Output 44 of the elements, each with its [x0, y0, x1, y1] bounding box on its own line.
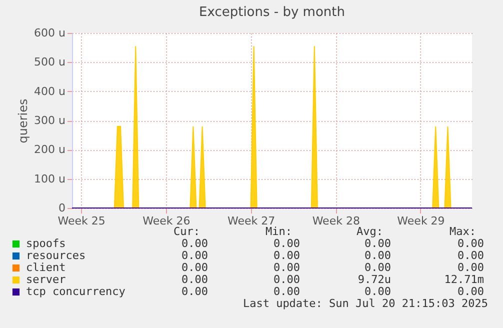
text: 0.00: [458, 261, 484, 274]
text: 0.00: [182, 285, 208, 298]
text: 0.00: [274, 249, 300, 262]
text: 0.00: [182, 261, 208, 274]
x-tick-label: Week 29: [397, 214, 445, 228]
legend-label: client: [26, 261, 66, 274]
text: 0.00: [274, 261, 300, 274]
text: 0.00: [182, 249, 208, 262]
text: Avg:: [356, 225, 383, 238]
legend-label: tcp concurrency: [26, 285, 126, 298]
text: Max:: [450, 225, 476, 238]
text: Last update: Sun Jul 20 21:15:03 2025: [242, 297, 488, 310]
legend-label: server: [26, 273, 66, 286]
y-tick-label: 300 u: [34, 114, 66, 127]
chart-title: Exceptions - by month: [199, 5, 345, 20]
text: 9.72u: [358, 273, 391, 286]
legend-label: resources: [26, 249, 86, 262]
text: Cur:: [174, 225, 200, 238]
x-tick-label: Week 27: [227, 214, 276, 228]
text: 0.00: [364, 261, 391, 274]
text: 0.00: [274, 273, 300, 286]
text: 0.00: [458, 285, 484, 298]
y-tick-label: 600 u: [34, 26, 66, 40]
y-tick-label: 0: [58, 202, 66, 214]
y-tick-label: 500 u: [34, 56, 66, 69]
text: 0.00: [458, 237, 484, 250]
x-tick-label: Week 25: [58, 214, 106, 228]
x-tick-label: Week 26: [142, 214, 190, 228]
x-tick-label: Week 28: [312, 214, 360, 228]
legend-label: spoofs: [26, 237, 66, 250]
text: 0.00: [364, 285, 391, 298]
y-tick-label: 400 u: [34, 84, 66, 98]
text: 0.00: [364, 249, 391, 262]
text: 0.00: [182, 273, 208, 286]
text: 12.71m: [444, 273, 484, 286]
text: 0.00: [274, 285, 300, 298]
text: Min:: [266, 225, 292, 238]
y-tick-label: 200 u: [34, 143, 66, 156]
text: 0.00: [274, 237, 300, 250]
text: 0.00: [458, 249, 484, 262]
y-tick-label: 100 u: [34, 172, 66, 186]
y-axis-title: queries: [16, 98, 30, 144]
text: 0.00: [182, 237, 208, 250]
text: 0.00: [364, 237, 391, 250]
